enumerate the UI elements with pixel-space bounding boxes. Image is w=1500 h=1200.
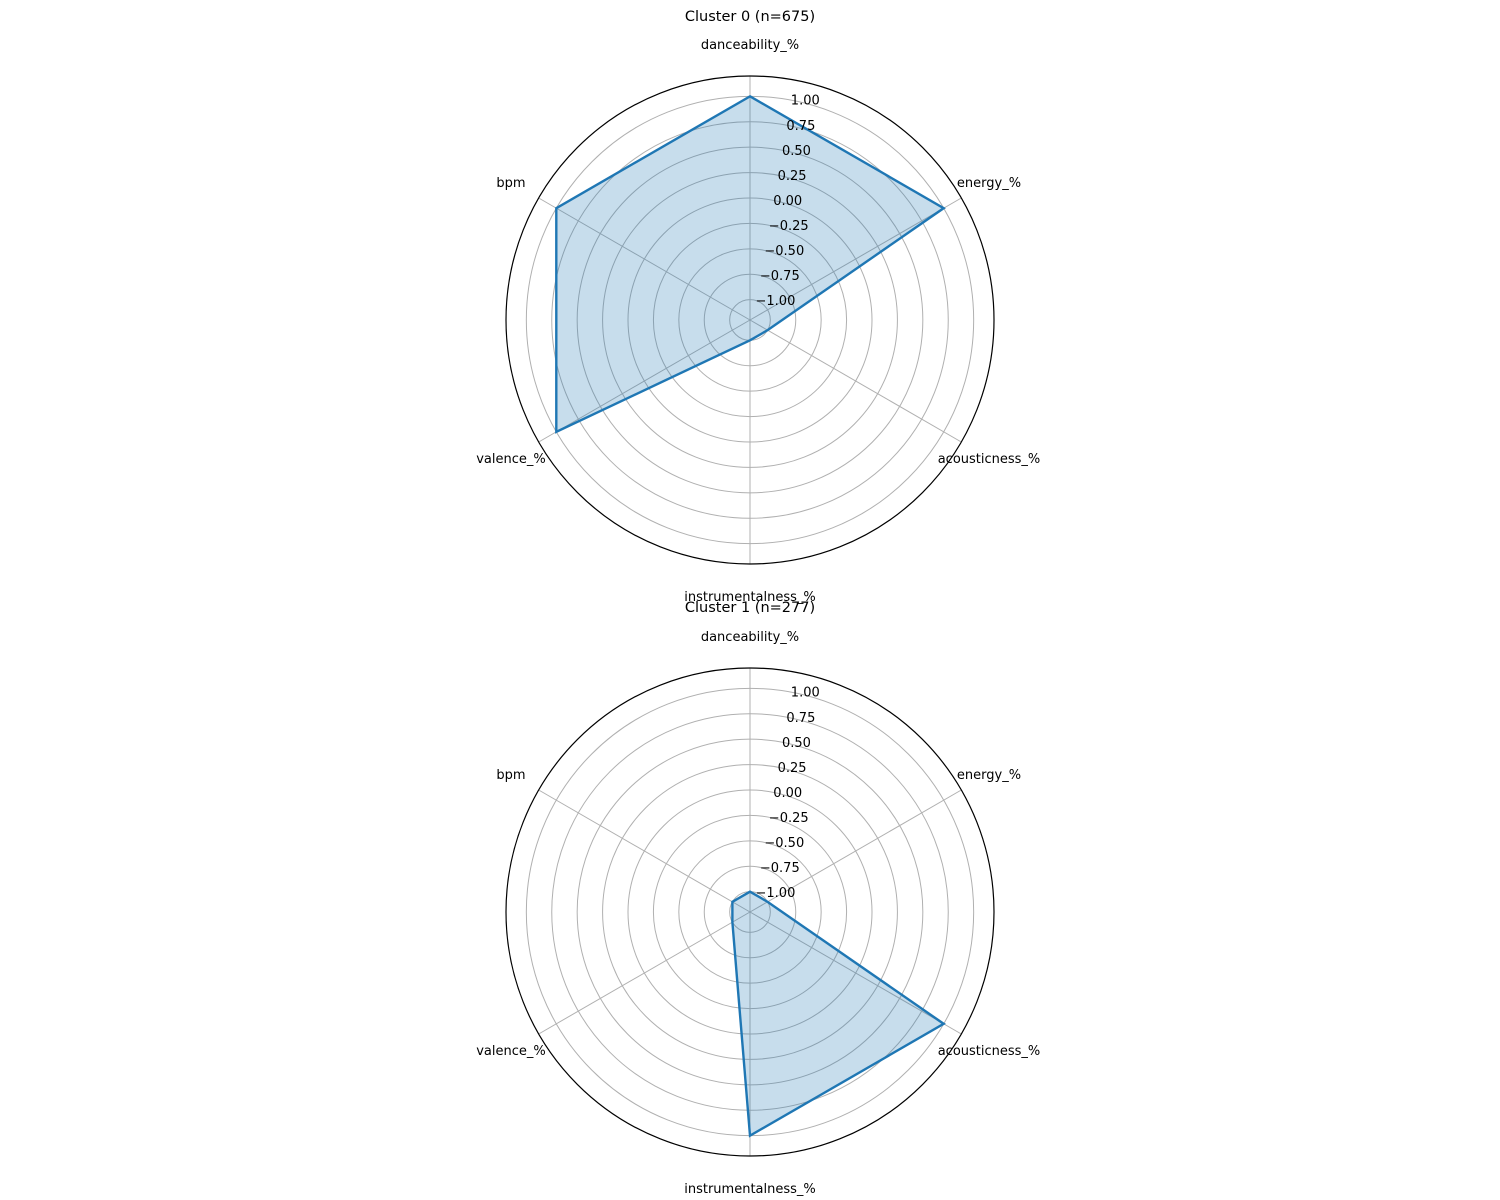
polar-frame (505, 667, 995, 1157)
spoke-line (538, 319, 751, 443)
category-label: bpm (496, 176, 525, 191)
category-label: instrumentalness_% (684, 1182, 816, 1197)
chart-title: Cluster 1 (n=277) (685, 600, 815, 616)
radial-tick-label: 0.25 (778, 761, 807, 776)
category-label: acousticness_% (938, 1044, 1041, 1059)
radial-tick-label: 0.50 (782, 736, 811, 751)
series-line (555, 94, 946, 434)
radial-tick-label: −1.00 (756, 294, 796, 309)
category-label: valence_% (476, 1044, 546, 1059)
series-area (732, 891, 944, 1136)
radar-chart-0: Cluster 0 (n=675) −1.00 −0.75 −0.50 −0.25 0.0… (476, 9, 1040, 605)
radial-tick-label: 0.00 (773, 194, 802, 209)
radial-tick-label: −0.50 (764, 836, 804, 851)
category-label: valence_% (476, 452, 546, 467)
series-line (731, 890, 946, 1138)
radar-chart-1: Cluster 1 (n=277) −1.00 −0.75 −0.50 −0.25 0.0… (476, 600, 1040, 1197)
category-label: energy_% (957, 768, 1021, 783)
category-label: acousticness_% (938, 452, 1041, 467)
spoke-line (749, 911, 962, 1035)
spoke-line (538, 911, 751, 1035)
radial-tick-label: −0.75 (760, 269, 800, 284)
radial-tick-label: 0.75 (786, 711, 815, 726)
spoke-line (538, 789, 751, 913)
radial-tick-label: −0.25 (769, 219, 809, 234)
spoke-line (538, 197, 751, 321)
spoke-line (749, 789, 962, 913)
chart-title: Cluster 0 (n=675) (685, 9, 815, 25)
radial-tick-label: −0.25 (769, 811, 809, 826)
radial-tick-label: 0.75 (786, 119, 815, 134)
radial-tick-label: −1.00 (756, 886, 796, 901)
radial-tick-label: 0.00 (773, 786, 802, 801)
radial-tick-label: 0.25 (778, 169, 807, 184)
radial-tick-label: 0.50 (782, 144, 811, 159)
category-label: bpm (496, 768, 525, 783)
polar-frame (505, 75, 995, 565)
radial-tick-label: 1.00 (791, 686, 820, 701)
spoke-line (749, 197, 962, 321)
radial-tick-label: 1.00 (791, 94, 820, 109)
category-label: danceability_% (701, 630, 799, 645)
category-label: danceability_% (701, 38, 799, 53)
radial-tick-label: −0.50 (764, 244, 804, 259)
series-area (556, 96, 944, 432)
category-label: instrumentalness_% (684, 590, 816, 605)
category-label: energy_% (957, 176, 1021, 191)
radial-tick-label: −0.75 (760, 861, 800, 876)
spoke-line (749, 319, 962, 443)
